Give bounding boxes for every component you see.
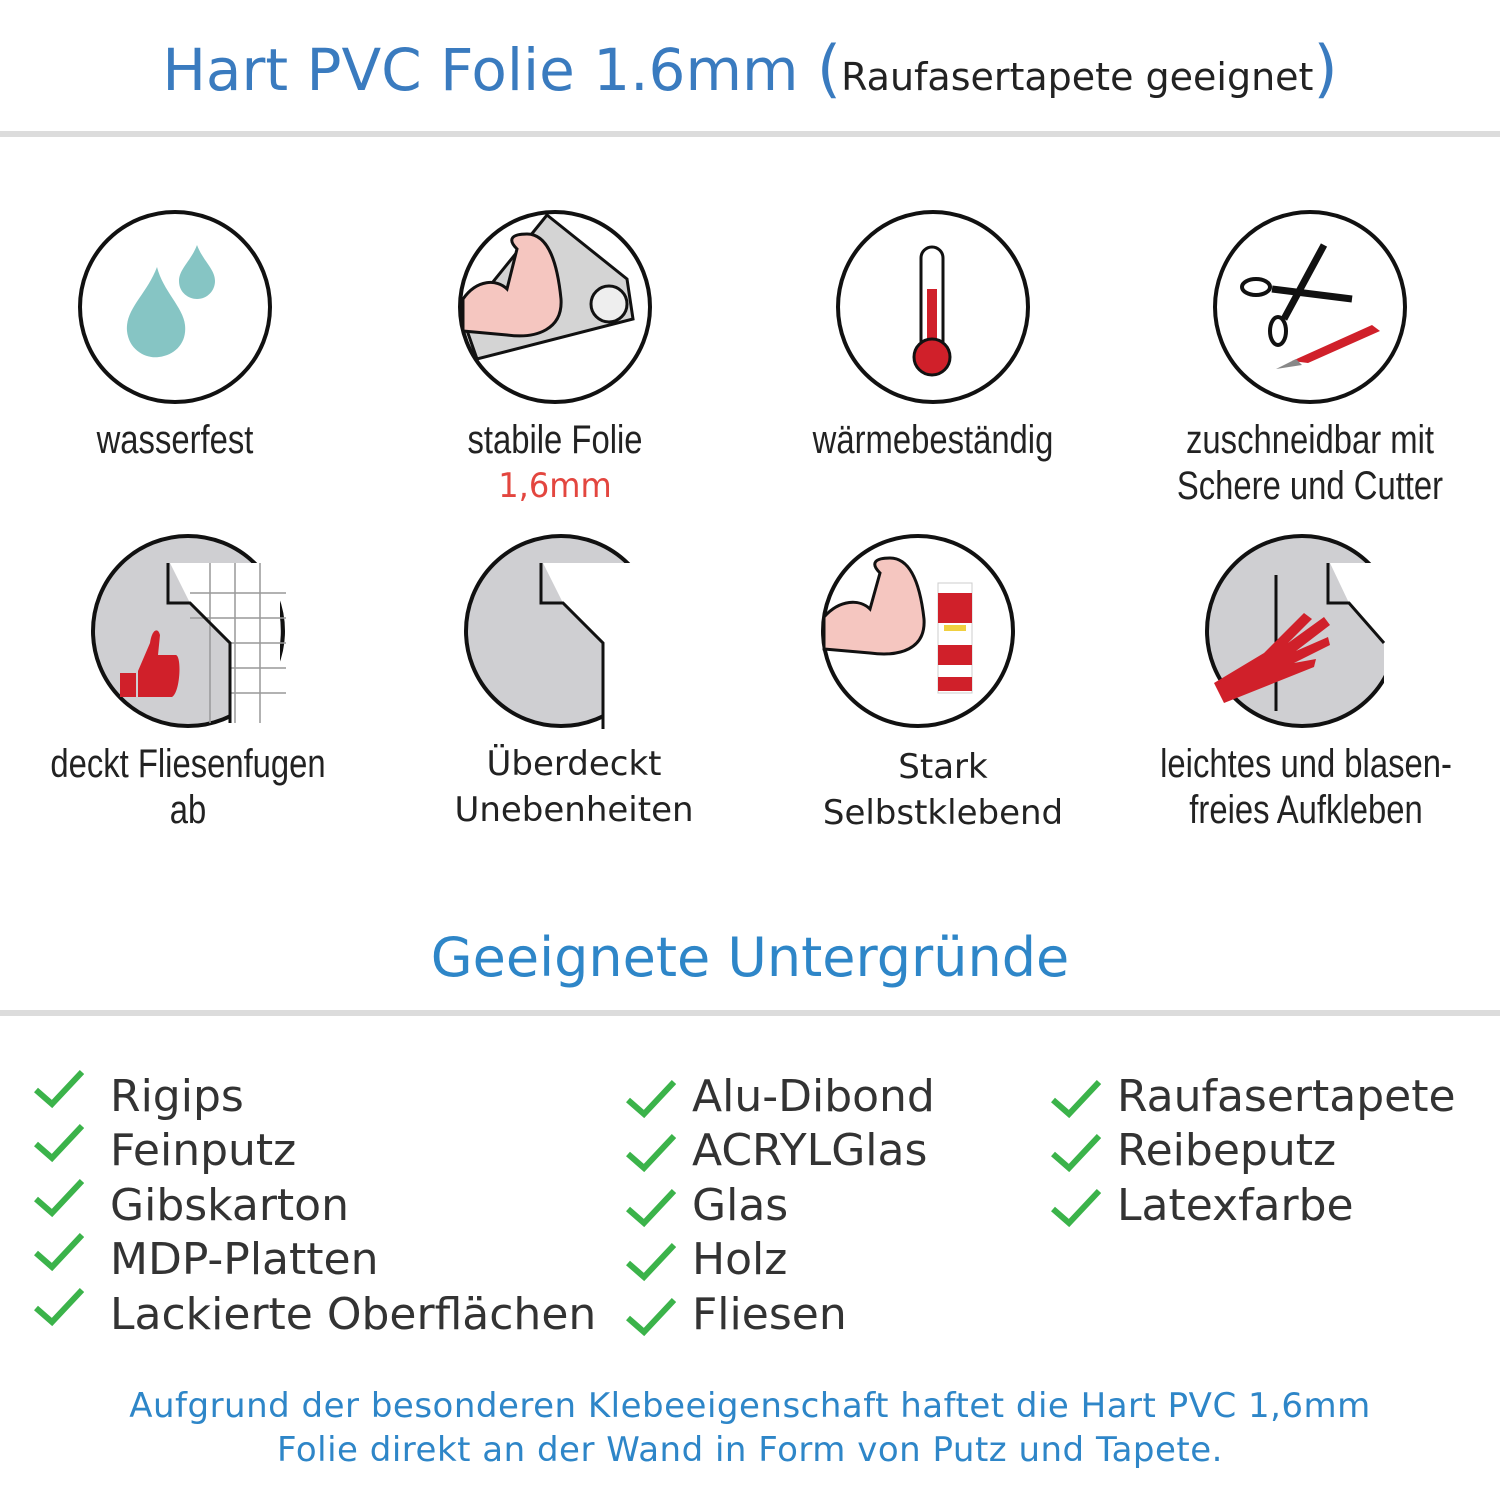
page-title: Hart PVC Folie 1.6mm (Raufasertapete gee… [0,32,1500,105]
surface-item: Holz [692,1234,788,1285]
open-paren: ( [816,32,842,105]
arm-glue-icon [821,534,1015,728]
strong-arm-foil-icon [458,210,652,404]
surface-item: Glas [692,1180,789,1231]
check-icon [1051,1079,1101,1119]
check-icon [626,1188,676,1228]
divider [0,1010,1500,1016]
surface-item: Feinputz [110,1125,297,1176]
check-icon [34,1069,84,1109]
feature-label: deckt Fliesenfugen ab [50,742,326,832]
check-icon [1051,1133,1101,1173]
check-icon [626,1079,676,1119]
check-icon [34,1123,84,1163]
divider [0,131,1500,137]
check-icon [34,1232,84,1272]
check-icon [34,1287,84,1327]
water-drops-icon [78,210,272,404]
check-icon [626,1133,676,1173]
surface-item: Fliesen [692,1289,847,1340]
feature-label: Stark Selbstklebend [822,747,1064,833]
check-icon [626,1297,676,1337]
check-icon [626,1242,676,1282]
surface-item: Latexfarbe [1117,1180,1354,1231]
feature-label: wasserfest [96,418,254,462]
title-text: Hart PVC Folie 1.6mm [162,36,799,104]
foil-corner-icon [464,534,659,729]
feature-label: leichtes und blasen-freies Aufkleben [1160,742,1452,832]
feature-label: zuschneidbar mit Schere und Cutter [1176,418,1444,508]
footer-line: Aufgrund der besonderen Klebeeigenschaft… [129,1386,1371,1426]
scissors-cutter-icon [1213,210,1407,404]
footer-note: Aufgrund der besonderen Klebeeigenschaft… [0,1384,1500,1472]
surface-item: Alu-Dibond [692,1071,935,1122]
thumbs-up-tiles-icon [91,534,286,728]
check-icon [34,1178,84,1218]
surface-item: ACRYLGlas [692,1125,928,1176]
surface-item: Gibskarton [110,1180,349,1231]
surface-item: Lackierte Oberflächen [110,1289,597,1340]
footer-line: Folie direkt an der Wand in Form von Put… [277,1430,1223,1470]
thickness-highlight: 1,6mm [498,466,612,506]
thermometer-icon [836,210,1030,404]
surface-item: Rigips [110,1071,244,1122]
hand-smoothing-icon [1205,534,1400,729]
check-icon [1051,1188,1101,1228]
section-title: Geeignete Untergründe [430,926,1070,989]
title-subtitle: Raufasertapete geeignet [841,55,1314,99]
feature-label: wärmebeständig [812,418,1054,462]
feature-label: Überdeckt Unebenheiten [454,744,694,830]
feature-label: stabile Folie 1,6mm [399,417,711,509]
surface-item: Raufasertapete [1117,1071,1456,1122]
surface-item: Reibeputz [1117,1125,1337,1176]
surface-item: MDP-Platten [110,1234,379,1285]
close-paren: ) [1313,32,1338,105]
